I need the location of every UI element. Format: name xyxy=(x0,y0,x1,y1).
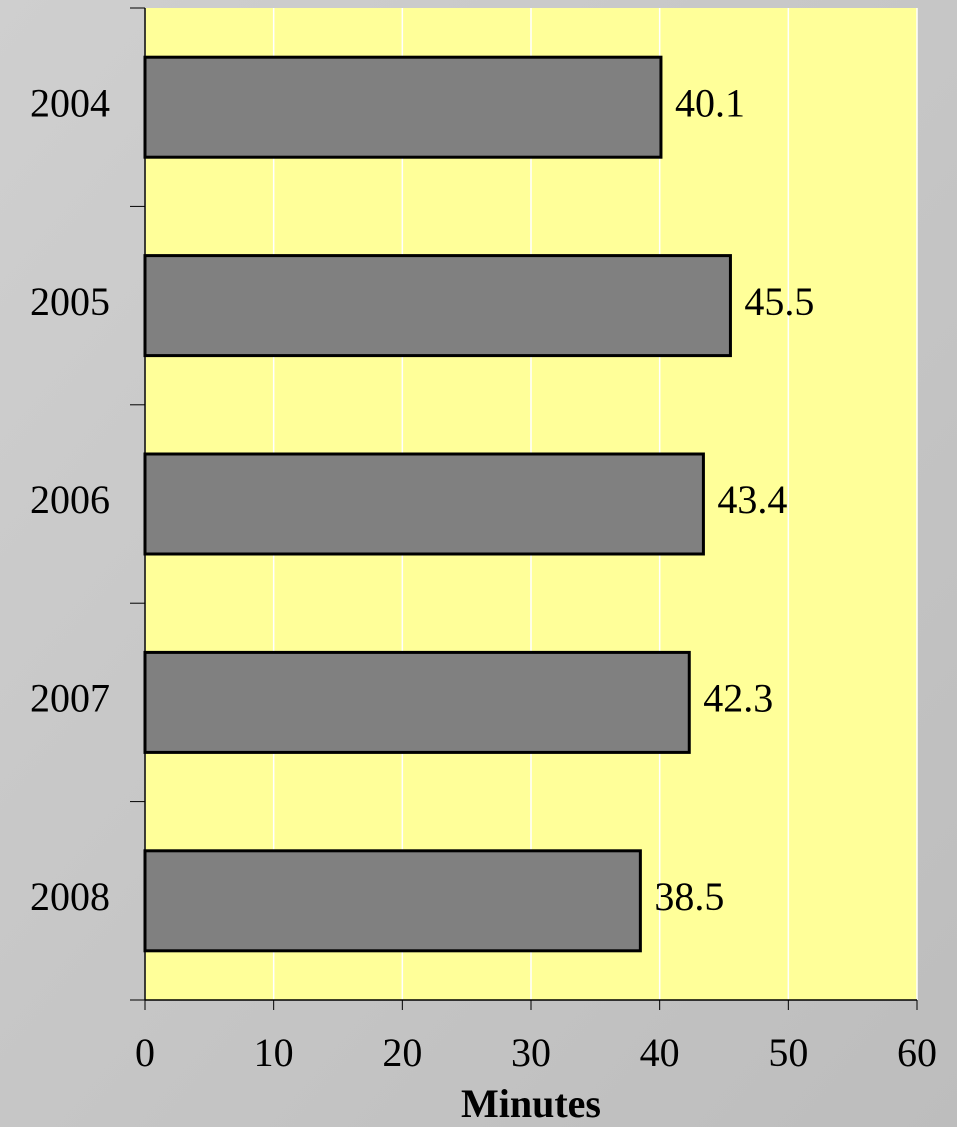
x-axis-title: Minutes xyxy=(461,1081,601,1126)
bar xyxy=(143,254,732,358)
bar xyxy=(143,55,663,159)
x-tick-label: 40 xyxy=(640,1030,680,1075)
x-tick-label: 10 xyxy=(254,1030,294,1075)
bar xyxy=(143,650,691,754)
y-tick-label: 2004 xyxy=(30,80,110,125)
y-tick-label: 2006 xyxy=(30,477,110,522)
x-tick-label: 20 xyxy=(382,1030,422,1075)
x-tick-label: 30 xyxy=(511,1030,551,1075)
y-tick-label: 2007 xyxy=(30,676,110,721)
y-tick-label: 2005 xyxy=(30,279,110,324)
x-tick-label: 60 xyxy=(897,1030,937,1075)
x-tick-label: 0 xyxy=(135,1030,155,1075)
bar xyxy=(143,849,642,953)
x-tick-label: 50 xyxy=(768,1030,808,1075)
bar xyxy=(143,452,705,556)
data-label: 42.3 xyxy=(703,676,773,721)
data-label: 45.5 xyxy=(744,279,814,324)
data-label: 40.1 xyxy=(675,80,745,125)
data-label: 38.5 xyxy=(654,874,724,919)
y-tick-label: 2008 xyxy=(30,874,110,919)
data-label: 43.4 xyxy=(717,477,787,522)
